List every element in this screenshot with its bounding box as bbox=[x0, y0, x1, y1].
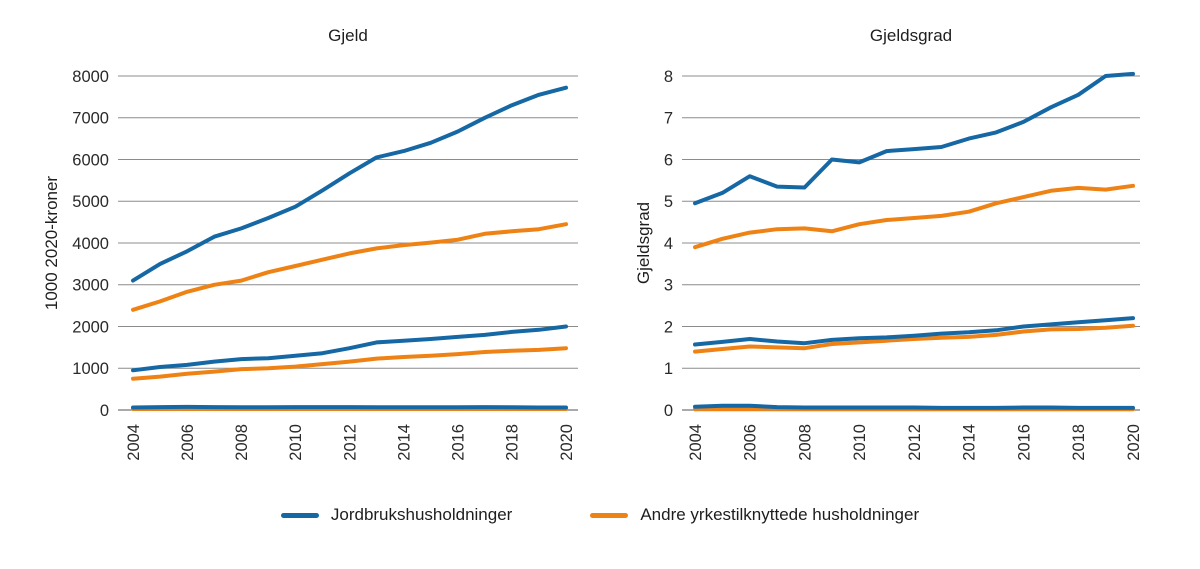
legend-line-sample-orange bbox=[590, 512, 629, 518]
svg-text:2014: 2014 bbox=[395, 424, 413, 461]
svg-text:2014: 2014 bbox=[961, 424, 979, 461]
svg-text:6: 6 bbox=[664, 151, 673, 169]
svg-text:7000: 7000 bbox=[72, 110, 109, 128]
svg-text:2006: 2006 bbox=[179, 424, 197, 461]
svg-text:2016: 2016 bbox=[450, 424, 468, 461]
svg-text:2004: 2004 bbox=[687, 424, 705, 461]
svg-text:2: 2 bbox=[664, 318, 673, 336]
svg-text:4: 4 bbox=[664, 235, 673, 253]
svg-text:2020: 2020 bbox=[558, 424, 576, 461]
legend-item-jordbrukshusholdninger: Jordbrukshusholdninger bbox=[280, 505, 513, 525]
svg-text:2008: 2008 bbox=[796, 424, 814, 461]
svg-text:1000: 1000 bbox=[72, 360, 109, 378]
svg-text:7: 7 bbox=[664, 110, 673, 128]
svg-text:3: 3 bbox=[664, 277, 673, 295]
left-chart-plot: 0 1000 2000 3000 4000 5000 6000 7000 8000 2004 200… bbox=[72, 68, 578, 461]
legend-label: Andre yrkestilknyttede husholdninger bbox=[640, 505, 920, 524]
svg-text:2020: 2020 bbox=[1125, 424, 1143, 461]
svg-text:1: 1 bbox=[664, 360, 673, 378]
left-chart-title: Gjeld bbox=[328, 26, 368, 45]
svg-text:2008: 2008 bbox=[233, 424, 251, 461]
right-chart-plot: 0 1 2 3 4 5 6 7 8 2004 2006 2008 2010 2012 2014 2016 201… bbox=[664, 68, 1143, 461]
legend-line-sample-blue bbox=[280, 512, 319, 518]
svg-text:2012: 2012 bbox=[341, 424, 359, 461]
svg-text:2000: 2000 bbox=[72, 318, 109, 336]
svg-text:0: 0 bbox=[100, 402, 109, 420]
legend: Jordbrukshusholdninger Andre yrkestilkny… bbox=[0, 505, 1200, 525]
svg-text:8000: 8000 bbox=[72, 68, 109, 86]
svg-text:2018: 2018 bbox=[1070, 424, 1088, 461]
svg-text:2016: 2016 bbox=[1015, 424, 1033, 461]
svg-text:2004: 2004 bbox=[125, 424, 143, 461]
svg-text:2012: 2012 bbox=[906, 424, 924, 461]
svg-text:0: 0 bbox=[664, 402, 673, 420]
svg-text:5000: 5000 bbox=[72, 193, 109, 211]
svg-text:2010: 2010 bbox=[287, 424, 305, 461]
svg-text:5: 5 bbox=[664, 193, 673, 211]
right-chart-title: Gjeldsgrad bbox=[869, 26, 953, 45]
svg-text:2006: 2006 bbox=[742, 424, 760, 461]
legend-item-andre-yrkestilknyttede: Andre yrkestilknyttede husholdninger bbox=[590, 505, 919, 525]
svg-text:8: 8 bbox=[664, 68, 673, 86]
svg-text:2018: 2018 bbox=[504, 424, 522, 461]
svg-text:2010: 2010 bbox=[851, 424, 869, 461]
svg-text:3000: 3000 bbox=[72, 277, 109, 295]
svg-text:4000: 4000 bbox=[72, 235, 109, 253]
legend-label: Jordbrukshusholdninger bbox=[330, 505, 513, 524]
svg-text:6000: 6000 bbox=[72, 151, 109, 169]
